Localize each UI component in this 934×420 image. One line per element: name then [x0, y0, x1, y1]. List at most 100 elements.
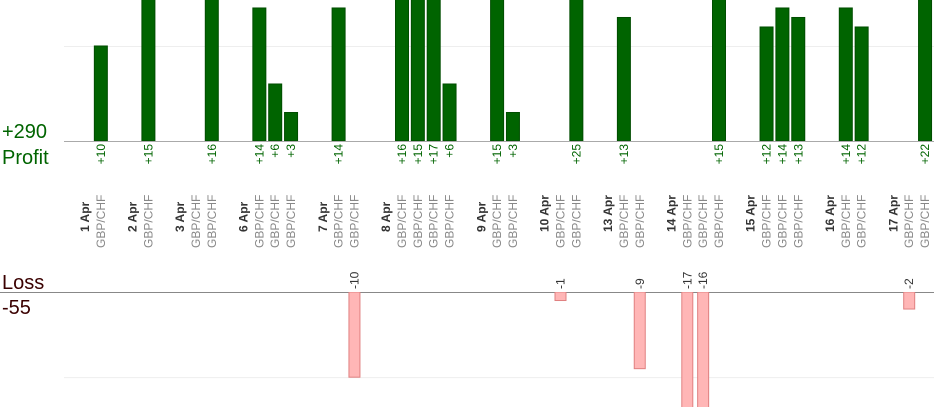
pair-label: GBP/CHF: [443, 195, 457, 248]
profit-label: +12: [760, 144, 774, 165]
date-label: 16 Apr: [823, 195, 837, 232]
loss-label: -1: [554, 278, 568, 289]
date-label: 3 Apr: [173, 201, 187, 232]
profit-label: +13: [791, 144, 805, 165]
date-label: 7 Apr: [316, 201, 330, 232]
pair-label: GBP/CHF: [617, 195, 631, 248]
pair-label: GBP/CHF: [189, 195, 203, 248]
profit-bars: [93, 0, 933, 141]
pair-label: GBP/CHF: [569, 195, 583, 248]
profit-bar: [204, 0, 219, 141]
profit-bar: [442, 83, 457, 141]
profit-bar: [712, 0, 726, 141]
profit-bar: [775, 7, 790, 141]
profit-bar: [490, 0, 505, 141]
pair-label: GBP/CHF: [395, 195, 409, 248]
profit-bar: [569, 0, 584, 141]
pair-label: GBP/CHF: [284, 195, 298, 248]
loss-bar: [633, 292, 646, 370]
date-label: 6 Apr: [237, 201, 251, 232]
pair-label: GBP/CHF: [839, 195, 853, 248]
profit-label: +15: [712, 144, 726, 165]
profit-label: +10: [94, 144, 108, 165]
profit-bar: [252, 7, 267, 141]
profit-bar: [426, 0, 441, 141]
profit-label: Profit: [2, 147, 49, 169]
pair-label: GBP/CHF: [347, 195, 361, 248]
profit-bar: [268, 83, 283, 141]
loss-bar: [554, 292, 567, 302]
profit-label: +25: [569, 144, 583, 165]
profit-bar: [854, 26, 869, 141]
profit-label: +3: [506, 144, 520, 158]
profit-total: +290: [2, 121, 47, 143]
pair-label: GBP/CHF: [205, 195, 219, 248]
pair-label: GBP/CHF: [712, 195, 726, 248]
profit-label: +15: [411, 144, 425, 165]
pair-label: GBP/CHF: [775, 195, 789, 248]
date-label: 1 Apr: [78, 201, 92, 232]
loss-bar: [681, 292, 694, 407]
date-label: 14 Apr: [664, 195, 678, 232]
profit-label: +12: [855, 144, 869, 165]
loss-label: -9: [633, 278, 647, 289]
date-label: 17 Apr: [886, 195, 900, 232]
profit-label: +17: [427, 144, 441, 165]
date-label: 9 Apr: [474, 201, 488, 232]
profit-label: +15: [490, 144, 504, 165]
date-label: 10 Apr: [538, 195, 552, 232]
pair-label: GBP/CHF: [760, 195, 774, 248]
profit-bar: [284, 111, 299, 141]
loss-label: -17: [680, 271, 694, 289]
pair-label: GBP/CHF: [268, 195, 282, 248]
pair-label: GBP/CHF: [633, 195, 647, 248]
profit-bar: [331, 7, 346, 141]
loss-label: -16: [696, 271, 710, 289]
pair-label: GBP/CHF: [427, 195, 441, 248]
profit-bar: [410, 0, 425, 141]
pair-label: GBP/CHF: [902, 195, 916, 248]
profit-bar: [791, 16, 806, 141]
pair-label: GBP/CHF: [918, 195, 932, 248]
profit-label: +3: [284, 144, 298, 158]
loss-label: -10: [347, 271, 361, 289]
pair-label: GBP/CHF: [855, 195, 869, 248]
profit-label: +14: [252, 144, 266, 165]
profit-bar: [918, 0, 933, 141]
date-label: 2 Apr: [126, 201, 140, 232]
loss-label: Loss: [2, 272, 44, 294]
loss-total: -55: [2, 297, 31, 319]
pair-label: GBP/CHF: [490, 195, 504, 248]
profit-label: +6: [443, 144, 457, 158]
profit-bar: [93, 45, 108, 141]
profit-label: +14: [332, 144, 346, 165]
date-label: 8 Apr: [379, 201, 393, 232]
profit-bar: [616, 16, 631, 141]
loss-bar: [903, 292, 916, 310]
pair-label: GBP/CHF: [791, 195, 805, 248]
profit-bar: [395, 0, 409, 141]
pair-label: GBP/CHF: [94, 195, 108, 248]
profit-bar: [141, 0, 156, 141]
pair-label: GBP/CHF: [141, 195, 155, 248]
profit-label: +16: [205, 144, 219, 165]
pair-label: GBP/CHF: [506, 195, 520, 248]
profit-bar: [838, 7, 853, 141]
profit-label: +14: [775, 144, 789, 165]
date-label: 15 Apr: [744, 195, 758, 232]
loss-bar: [697, 292, 710, 407]
pair-label: GBP/CHF: [332, 195, 346, 248]
pair-label: GBP/CHF: [680, 195, 694, 248]
date-label: 13 Apr: [601, 195, 615, 232]
profit-bar: [759, 26, 774, 141]
profit-label: +15: [141, 144, 155, 165]
pair-label: GBP/CHF: [554, 195, 568, 248]
profit-label: +6: [268, 144, 282, 158]
pair-label: GBP/CHF: [411, 195, 425, 248]
loss-label: -2: [902, 278, 916, 289]
pair-label: GBP/CHF: [696, 195, 710, 248]
profit-label: +14: [839, 144, 853, 165]
loss-bars: [348, 292, 916, 407]
profit-label: +16: [395, 144, 409, 165]
